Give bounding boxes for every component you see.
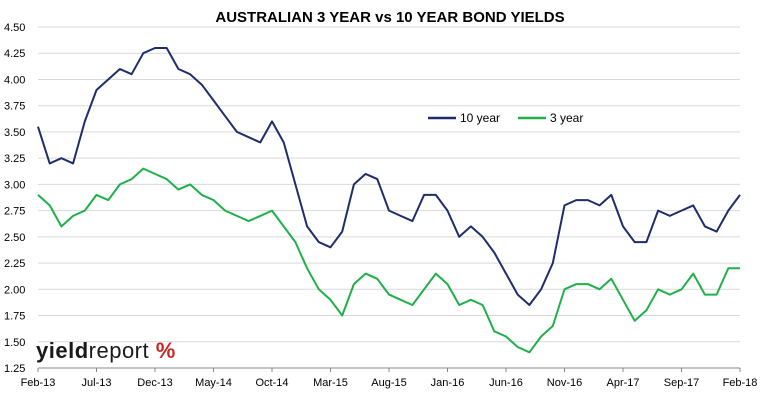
y-tick-label: 3.25 xyxy=(4,153,25,165)
legend-label-10-year: 10 year xyxy=(460,111,500,125)
y-tick-label: 4.25 xyxy=(4,48,25,60)
series-line-10-year xyxy=(37,47,741,306)
y-tick-label: 4.00 xyxy=(4,74,25,86)
grid-lines xyxy=(38,26,740,369)
x-tick-label: Jan-16 xyxy=(431,377,465,389)
y-tick-label: 2.00 xyxy=(4,284,25,296)
legend: 10 year 3 year xyxy=(428,111,583,125)
logo-brand-bold: yield xyxy=(36,338,89,363)
x-tick-label: Feb-13 xyxy=(21,377,56,389)
y-tick-label: 1.50 xyxy=(4,337,25,349)
y-tick-label: 2.25 xyxy=(4,258,25,270)
x-tick-label: Jun-16 xyxy=(489,377,523,389)
x-axis xyxy=(37,367,741,372)
y-tick-label: 3.50 xyxy=(4,127,25,139)
series-line-3-year xyxy=(37,167,740,354)
x-tick-label: Mar-15 xyxy=(313,377,348,389)
y-axis-ticks: 1.25 1.50 1.75 2.00 2.25 2.50 2.75 3.00 3.25 3.50… xyxy=(4,22,25,375)
x-axis-ticks: Feb-13 Jul-13 Dec-13 May-14 Oct-14 Mar-15 Aug-… xyxy=(21,377,758,389)
x-tick-label: May-14 xyxy=(195,377,232,389)
x-tick-label: Feb-18 xyxy=(723,377,758,389)
y-tick-label: 2.50 xyxy=(4,232,25,244)
x-tick-label: Jul-13 xyxy=(82,377,112,389)
plot-area xyxy=(37,47,741,354)
y-tick-label: 2.75 xyxy=(4,206,25,218)
y-tick-label: 1.25 xyxy=(4,363,25,375)
yieldreport-logo: yieldreport % xyxy=(36,338,176,364)
logo-brand-light: report xyxy=(88,338,150,363)
x-tick-label: Apr-17 xyxy=(606,377,639,389)
y-tick-label: 3.00 xyxy=(4,179,25,191)
chart-title: AUSTRALIAN 3 YEAR vs 10 YEAR BOND YIELDS xyxy=(215,9,564,26)
x-tick-label: Sep-17 xyxy=(664,377,699,389)
logo-percent-symbol: % xyxy=(155,338,176,363)
x-tick-label: Oct-14 xyxy=(255,377,288,389)
x-tick-label: Nov-16 xyxy=(547,377,582,389)
x-tick-label: Dec-13 xyxy=(137,377,172,389)
legend-label-3-year: 3 year xyxy=(550,111,583,125)
y-tick-label: 1.75 xyxy=(4,311,25,323)
y-tick-label: 4.50 xyxy=(4,22,25,34)
y-tick-label: 3.75 xyxy=(4,101,25,113)
x-tick-label: Aug-15 xyxy=(371,377,406,389)
